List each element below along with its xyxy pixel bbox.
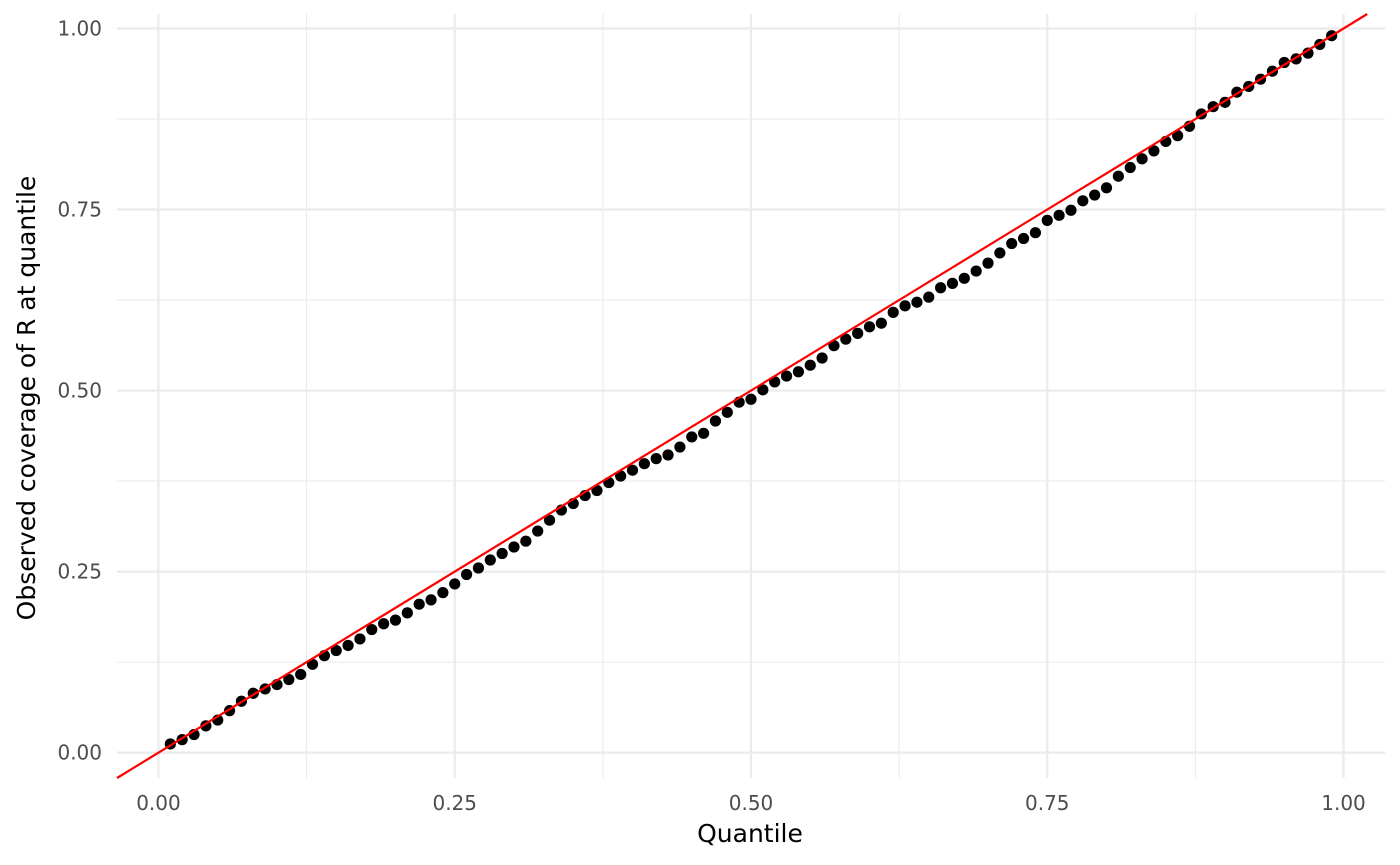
data-point [935, 282, 947, 294]
x-tick-labels: 0.00 0.25 0.50 0.75 1.00 [136, 791, 1366, 815]
data-point [295, 668, 307, 681]
data-points [164, 30, 1338, 750]
data-point [1100, 182, 1113, 194]
data-point [994, 247, 1006, 259]
y-tick-label: 1.00 [57, 16, 102, 40]
data-point [1029, 227, 1042, 239]
y-tick-label: 0.50 [57, 379, 102, 403]
x-axis-title: Quantile [697, 819, 803, 848]
x-tick-label: 0.25 [432, 791, 477, 815]
reference-line-group [116, 13, 1368, 779]
data-point [460, 568, 473, 581]
reference-line [116, 13, 1368, 779]
data-point [804, 359, 816, 371]
y-tick-label: 0.75 [57, 198, 102, 222]
data-point [840, 333, 852, 345]
data-point [449, 578, 461, 590]
x-tick-label: 0.75 [1025, 791, 1070, 815]
data-point [674, 441, 686, 453]
data-point [1053, 209, 1065, 221]
data-point [780, 370, 793, 382]
data-point [1077, 195, 1089, 207]
data-point [662, 449, 674, 461]
y-axis-title: Observed coverage of R at quantile [12, 176, 41, 621]
data-point [887, 306, 899, 318]
data-point [1089, 189, 1101, 201]
data-point [330, 644, 342, 657]
data-point [852, 327, 864, 339]
data-point [543, 514, 556, 526]
data-point [354, 633, 366, 645]
data-point [958, 272, 970, 284]
x-tick-label: 1.00 [1321, 791, 1366, 815]
data-point [496, 547, 508, 560]
data-point [697, 427, 710, 439]
data-point [1302, 47, 1314, 59]
data-point [378, 618, 390, 630]
data-point [401, 607, 413, 619]
x-tick-label: 0.00 [136, 791, 181, 815]
data-point [484, 554, 496, 566]
data-point [1006, 237, 1018, 250]
data-point [721, 406, 733, 418]
data-point [650, 453, 662, 465]
data-point [1065, 204, 1077, 216]
data-point [1136, 153, 1148, 165]
grid-major [117, 14, 1385, 778]
data-point [1112, 170, 1124, 182]
data-point [1148, 145, 1160, 157]
data-point [413, 598, 425, 610]
y-tick-label: 0.25 [57, 560, 102, 584]
data-point [1124, 161, 1136, 174]
data-point [911, 296, 923, 308]
y-tick-labels: 0.00 0.25 0.50 0.75 1.00 [57, 16, 102, 764]
data-point [709, 415, 722, 427]
data-point [899, 300, 911, 312]
data-point [863, 321, 876, 333]
data-point [532, 525, 544, 537]
data-point [626, 464, 639, 476]
data-point [425, 594, 437, 606]
data-point [792, 366, 805, 378]
data-point [970, 265, 982, 277]
data-point [472, 562, 485, 574]
data-point [437, 587, 449, 599]
data-point [366, 623, 378, 636]
data-point [508, 541, 520, 553]
y-tick-label: 0.00 [57, 741, 102, 765]
data-point [520, 535, 532, 547]
data-point [638, 458, 650, 470]
data-point [342, 639, 354, 652]
data-point [283, 673, 295, 686]
data-point [757, 384, 769, 396]
data-point [946, 277, 959, 289]
data-point [1017, 232, 1030, 245]
data-point [816, 352, 828, 364]
data-point [1041, 214, 1053, 226]
data-point [389, 614, 402, 626]
data-point [686, 431, 698, 443]
data-point [875, 317, 887, 329]
data-point [745, 393, 757, 405]
data-point [923, 291, 935, 303]
data-point [982, 257, 994, 269]
x-tick-label: 0.50 [729, 791, 774, 815]
